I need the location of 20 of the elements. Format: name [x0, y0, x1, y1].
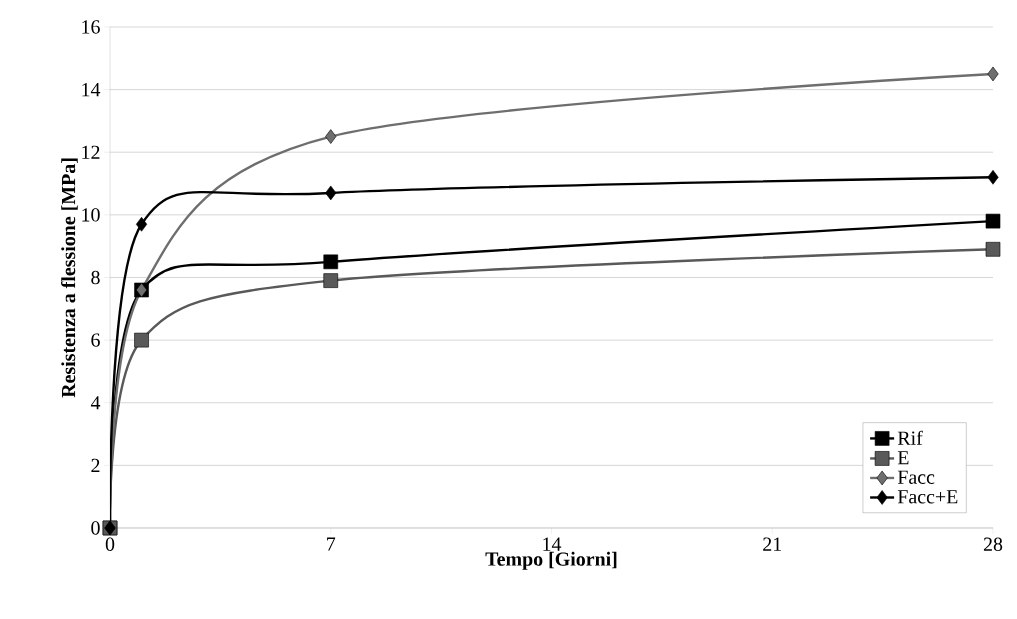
legend-label: Rif	[897, 430, 923, 445]
legend-label: E	[897, 451, 909, 465]
y-tick-label: 6	[91, 333, 100, 347]
y-tick-label: 0	[91, 521, 100, 535]
legend-label: Facc+E	[897, 490, 958, 504]
x-tick-label: 14	[543, 537, 562, 551]
y-axis-title: Resistenza a flessione [MPa]	[61, 158, 78, 398]
x-tick-label: 7	[327, 537, 336, 551]
x-tick-label: 28	[983, 537, 1003, 551]
legend-label: Facc	[897, 470, 935, 484]
y-tick-label: 10	[82, 208, 100, 222]
x-tick-label: 21	[763, 537, 782, 551]
y-tick-label: 12	[82, 145, 100, 159]
x-tick-label: 0	[105, 537, 115, 551]
y-tick-label: 14	[82, 83, 101, 97]
x-axis-title: Tempo [Giorni]	[485, 551, 617, 570]
y-tick-label: 8	[91, 270, 100, 285]
y-tick-label: 2	[91, 458, 100, 472]
y-tick-label: 16	[82, 20, 100, 34]
y-tick-label: 4	[90, 396, 101, 410]
